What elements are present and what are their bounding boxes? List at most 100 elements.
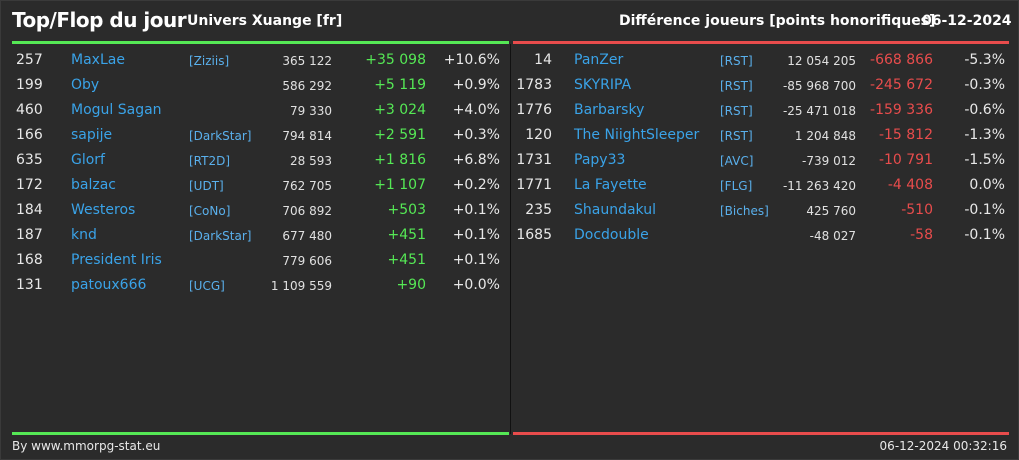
alliance-link[interactable]: [FLG]: [720, 179, 753, 193]
percent-cell: +0.1%: [452, 227, 500, 243]
alliance-link[interactable]: [UCG]: [189, 279, 225, 293]
percent-cell: -0.3%: [964, 77, 1005, 93]
player-link[interactable]: Papy33: [574, 152, 626, 168]
table-row: 635 Glorf [RT2D] 28 593 +1 816 +6.8%: [12, 150, 509, 175]
points-cell: 586 292: [282, 79, 332, 93]
percent-cell: +0.9%: [452, 77, 500, 93]
table-row: 120 The NiightSleeper [RST] 1 204 848 -15 81…: [513, 125, 1009, 150]
player-link[interactable]: Oby: [71, 77, 100, 93]
rank-cell: 168: [16, 252, 43, 268]
diff-cell: -159 336: [870, 102, 933, 118]
table-row: 168 President Iris 779 606 +451 +0.1%: [12, 250, 509, 275]
table-row: 131 patoux666 [UCG] 1 109 559 +90 +0.0%: [12, 275, 509, 300]
diff-cell: +5 119: [374, 77, 426, 93]
player-link[interactable]: knd: [71, 227, 97, 243]
table-row: 187 knd [DarkStar] 677 480 +451 +0.1%: [12, 225, 509, 250]
diff-cell: +503: [387, 202, 426, 218]
player-link[interactable]: The NiightSleeper: [574, 127, 700, 143]
player-link[interactable]: La Fayette: [574, 177, 647, 193]
points-cell: 762 705: [282, 179, 332, 193]
table-row: 184 Westeros [CoNo] 706 892 +503 +0.1%: [12, 200, 509, 225]
player-link[interactable]: Westeros: [71, 202, 136, 218]
flop-bottom-bar: [513, 432, 1009, 435]
points-cell: 677 480: [282, 229, 332, 243]
top-table: 257 MaxLae [Ziziis] 365 122 +35 098 +10.6% 199…: [12, 50, 509, 300]
timestamp: 06-12-2024 00:32:16: [879, 439, 1007, 453]
rank-cell: 131: [16, 277, 43, 293]
table-row: 14 PanZer [RST] 12 054 205 -668 866 -5.3%: [513, 50, 1009, 75]
percent-cell: -0.1%: [964, 227, 1005, 243]
points-cell: -25 471 018: [782, 104, 856, 118]
rank-cell: 1685: [516, 227, 552, 243]
diff-cell: +90: [396, 277, 426, 293]
player-link[interactable]: SKYRIPA: [574, 77, 632, 93]
alliance-link[interactable]: [RT2D]: [189, 154, 231, 168]
points-cell: -11 263 420: [782, 179, 856, 193]
table-row: 172 balzac [UDT] 762 705 +1 107 +0.2%: [12, 175, 509, 200]
rank-cell: 184: [16, 202, 43, 218]
player-link[interactable]: Glorf: [71, 152, 105, 168]
table-row: 1731 Papy33 [AVC] -739 012 -10 791 -1.5%: [513, 150, 1009, 175]
credit-link[interactable]: By www.mmorpg-stat.eu: [12, 439, 161, 453]
player-link[interactable]: balzac: [71, 177, 116, 193]
percent-cell: +0.1%: [452, 252, 500, 268]
flop-accent-bar: [513, 41, 1009, 44]
top-accent-bar: [12, 41, 509, 44]
date-label: 06-12-2024: [922, 13, 1012, 29]
diff-cell: +451: [387, 252, 426, 268]
page-title: Top/Flop du jour: [12, 8, 187, 32]
player-link[interactable]: MaxLae: [71, 52, 125, 68]
player-link[interactable]: Shaundakul: [574, 202, 656, 218]
player-link[interactable]: Docdouble: [574, 227, 649, 243]
percent-cell: -5.3%: [964, 52, 1005, 68]
diff-cell: +2 591: [374, 127, 426, 143]
alliance-link[interactable]: [DarkStar]: [189, 129, 252, 143]
alliance-link[interactable]: [UDT]: [189, 179, 224, 193]
rank-cell: 172: [16, 177, 43, 193]
rank-cell: 166: [16, 127, 43, 143]
diff-cell: -510: [901, 202, 933, 218]
points-cell: 79 330: [290, 104, 332, 118]
table-row: 1776 Barbarsky [RST] -25 471 018 -159 336 -0.…: [513, 100, 1009, 125]
rank-cell: 1783: [516, 77, 552, 93]
alliance-link[interactable]: [Ziziis]: [189, 54, 230, 68]
diff-cell: +35 098: [365, 52, 426, 68]
points-cell: 1 109 559: [270, 279, 332, 293]
player-link[interactable]: Barbarsky: [574, 102, 645, 118]
diff-cell: +3 024: [374, 102, 426, 118]
alliance-link[interactable]: [RST]: [720, 54, 753, 68]
percent-cell: -1.3%: [964, 127, 1005, 143]
table-row: 199 Oby 586 292 +5 119 +0.9%: [12, 75, 509, 100]
player-link[interactable]: patoux666: [71, 277, 147, 293]
table-row: 166 sapije [DarkStar] 794 814 +2 591 +0.3%: [12, 125, 509, 150]
alliance-link[interactable]: [RST]: [720, 104, 753, 118]
header: Top/Flop du jour Univers Xuange [fr] Dif…: [1, 1, 1019, 41]
diff-cell: +451: [387, 227, 426, 243]
alliance-link[interactable]: [DarkStar]: [189, 229, 252, 243]
alliance-link[interactable]: [AVC]: [720, 154, 754, 168]
player-link[interactable]: sapije: [71, 127, 113, 143]
rank-cell: 257: [16, 52, 43, 68]
diff-cell: -15 812: [878, 127, 933, 143]
table-row: 1783 SKYRIPA [RST] -85 968 700 -245 672 -0.3%: [513, 75, 1009, 100]
alliance-link[interactable]: [RST]: [720, 129, 753, 143]
player-link[interactable]: Mogul Sagan: [71, 102, 162, 118]
player-link[interactable]: President Iris: [71, 252, 162, 268]
points-cell: 28 593: [290, 154, 332, 168]
percent-cell: +10.6%: [443, 52, 500, 68]
percent-cell: +4.0%: [452, 102, 500, 118]
table-row: 1685 Docdouble -48 027 -58 -0.1%: [513, 225, 1009, 250]
rank-cell: 187: [16, 227, 43, 243]
points-cell: 706 892: [282, 204, 332, 218]
alliance-link[interactable]: [RST]: [720, 79, 753, 93]
percent-cell: +6.8%: [452, 152, 500, 168]
player-link[interactable]: PanZer: [574, 52, 624, 68]
diff-cell: -58: [910, 227, 933, 243]
top-bottom-bar: [12, 432, 509, 435]
points-cell: 794 814: [282, 129, 332, 143]
alliance-link[interactable]: [Biches]: [720, 204, 769, 218]
diff-cell: +1 107: [374, 177, 426, 193]
diff-cell: -245 672: [870, 77, 933, 93]
table-row: 257 MaxLae [Ziziis] 365 122 +35 098 +10.6%: [12, 50, 509, 75]
alliance-link[interactable]: [CoNo]: [189, 204, 231, 218]
